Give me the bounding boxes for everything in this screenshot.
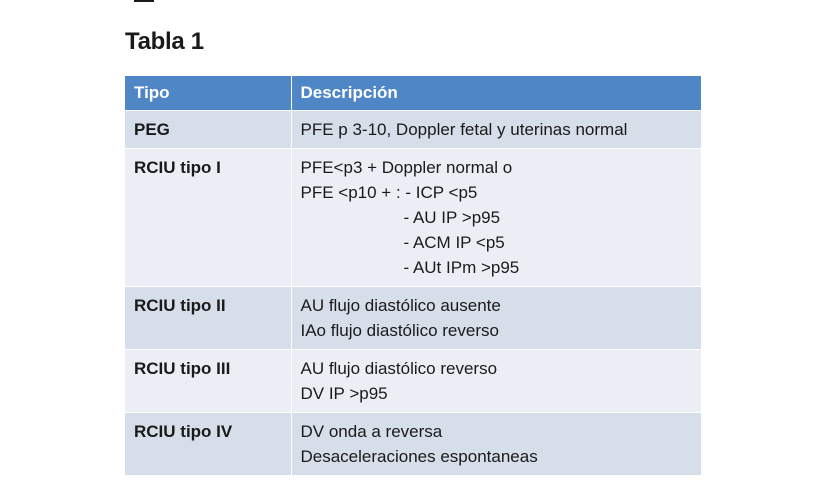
descripcion-cell: PFE p 3-10, Doppler fetal y uterinas nor… xyxy=(291,110,701,149)
descripcion-subline: - AU IP >p95 xyxy=(403,208,501,227)
descripcion-line: AU flujo diastólico reverso xyxy=(300,359,498,378)
descripcion-subline: - AUt IPm >p95 xyxy=(403,258,520,277)
table-row-rciu-tipo-iii: RCIU tipo III AU flujo diastólico revers… xyxy=(125,349,701,413)
descripcion-line: DV onda a reversa xyxy=(300,422,443,441)
tipo-cell: RCIU tipo IV xyxy=(125,412,292,475)
tipo-cell: PEG xyxy=(125,110,292,149)
descripcion-line: IAo flujo diastólico reverso xyxy=(300,321,499,340)
descripcion-cell: DV onda a reversa Desaceleraciones espon… xyxy=(291,412,701,475)
classification-table: Tipo Descripción PEG PFE p 3-10, Doppler… xyxy=(125,76,701,475)
descripcion-line: AU flujo diastólico ausente xyxy=(300,296,501,315)
tipo-cell: RCIU tipo II xyxy=(125,286,292,350)
table-title: Tabla 1 xyxy=(125,28,204,55)
cropped-text-fragment xyxy=(134,0,154,2)
descripcion-cell: AU flujo diastólico reverso DV IP >p95 xyxy=(291,349,701,413)
descripcion-line: PFE<p3 + Doppler normal o xyxy=(300,158,513,177)
descripcion-subline: - ACM IP <p5 xyxy=(403,233,505,252)
descripcion-line: Desaceleraciones espontaneas xyxy=(300,447,538,466)
table-row-rciu-tipo-i: RCIU tipo I PFE<p3 + Doppler normal o PF… xyxy=(125,148,701,287)
header-descripcion: Descripción xyxy=(291,76,701,111)
table-row-rciu-tipo-ii: RCIU tipo II AU flujo diastólico ausente… xyxy=(125,286,701,350)
descripcion-line: PFE <p10 + : - ICP <p5 xyxy=(300,183,478,202)
header-tipo: Tipo xyxy=(125,76,292,111)
descripcion-line: DV IP >p95 xyxy=(300,384,388,403)
table-header-row: Tipo Descripción xyxy=(125,76,701,111)
tipo-cell: RCIU tipo I xyxy=(125,148,292,287)
table-row-peg: PEG PFE p 3-10, Doppler fetal y uterinas… xyxy=(125,110,701,149)
descripcion-cell: AU flujo diastólico ausente IAo flujo di… xyxy=(291,286,701,350)
table-row-rciu-tipo-iv: RCIU tipo IV DV onda a reversa Desaceler… xyxy=(125,412,701,475)
descripcion-cell: PFE<p3 + Doppler normal o PFE <p10 + : -… xyxy=(291,148,701,287)
tipo-cell: RCIU tipo III xyxy=(125,349,292,413)
descripcion-line: PFE p 3-10, Doppler fetal y uterinas nor… xyxy=(300,120,628,139)
